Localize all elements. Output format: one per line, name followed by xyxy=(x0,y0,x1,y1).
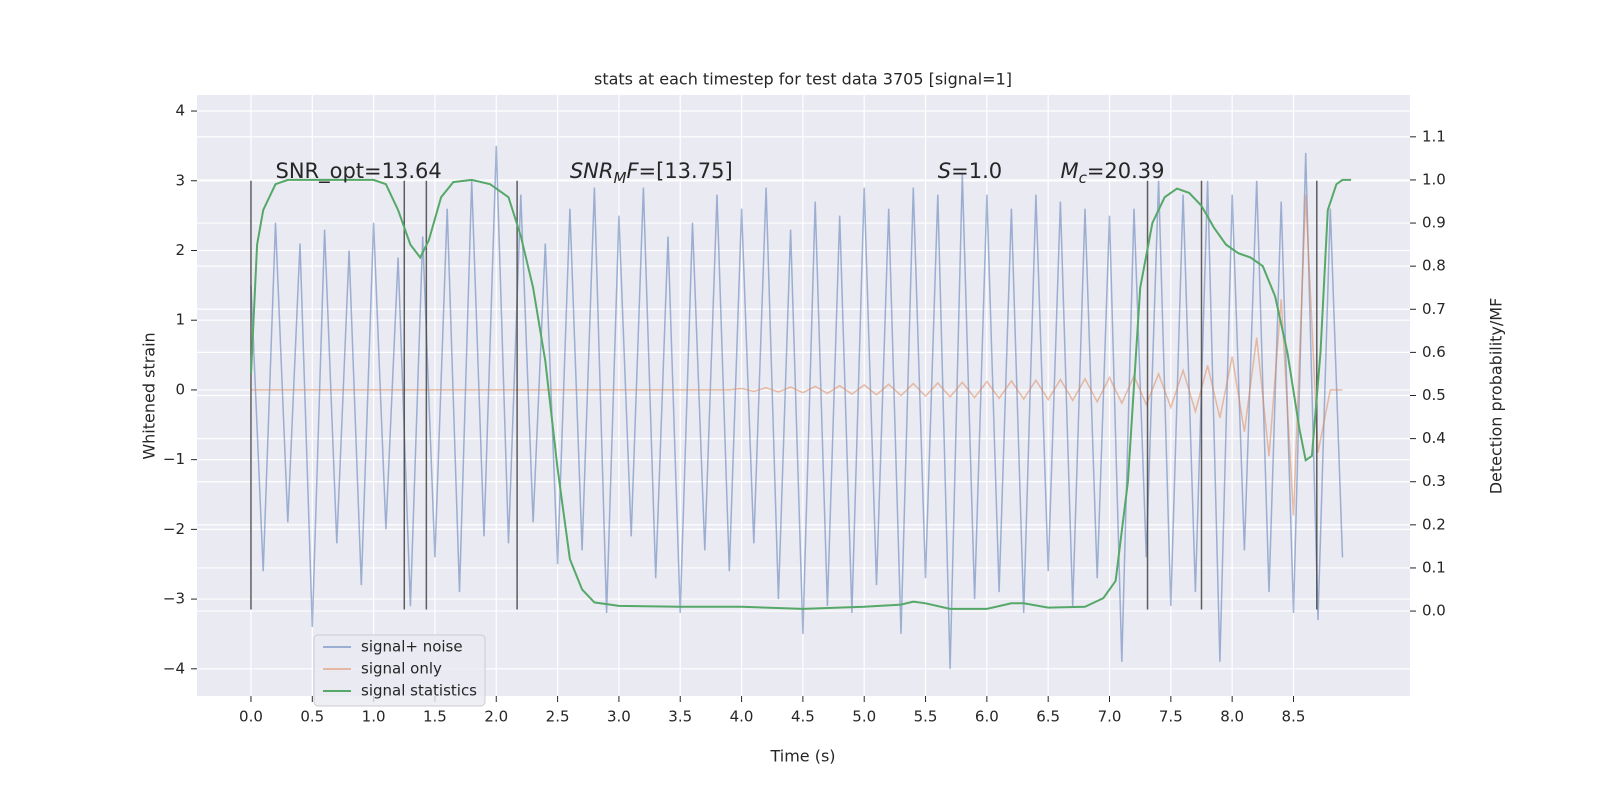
y-axis-label: Whitened strain xyxy=(140,332,159,459)
x-tick-label: 6.0 xyxy=(975,708,999,726)
series-line xyxy=(251,194,1343,516)
y2-tick-label: 1.0 xyxy=(1422,170,1446,188)
series-line xyxy=(250,178,1352,610)
x-tick-label: 3.0 xyxy=(607,708,631,726)
y2-tick-label: 0.2 xyxy=(1422,515,1446,533)
x-tick-label: 8.5 xyxy=(1282,708,1306,726)
y-tick-label: 1 xyxy=(175,311,185,329)
x-tick-label: 6.5 xyxy=(1036,708,1060,726)
y2-tick-label: 0.9 xyxy=(1422,214,1446,232)
y-tick-label: −1 xyxy=(163,450,185,468)
legend-label: signal only xyxy=(361,660,442,678)
x-tick-label: 3.5 xyxy=(668,708,692,726)
annotation-part: SNR_opt=13.64 xyxy=(275,159,441,184)
x-tick-label: 7.0 xyxy=(1098,708,1122,726)
x-tick-label: 2.5 xyxy=(546,708,570,726)
y-tick-label: 4 xyxy=(175,102,185,120)
y2-tick-label: 0.6 xyxy=(1422,343,1446,361)
annotation-part: =[13.75] xyxy=(639,159,733,183)
legend: signal+ noise signal only signal statistic… xyxy=(313,634,486,707)
annotation: S=1.0 xyxy=(938,159,1002,183)
y-tick-label: 0 xyxy=(175,380,185,398)
x-tick-label: 1.0 xyxy=(362,708,386,726)
annotation-part: =1.0 xyxy=(951,159,1002,183)
x-tick-label: 4.0 xyxy=(730,708,754,726)
annotation-part: M xyxy=(613,169,626,187)
y-tick-label: −2 xyxy=(163,520,185,538)
y-tick-label: −3 xyxy=(163,590,185,608)
series-line xyxy=(250,145,1344,669)
legend-box xyxy=(313,634,486,707)
y-tick-label: 3 xyxy=(175,171,185,189)
y2-tick-label: 0.0 xyxy=(1422,602,1446,620)
annotation-part: c xyxy=(1079,169,1088,187)
annotation: SNRMF=[13.75] xyxy=(570,159,733,187)
y-tick-label: 2 xyxy=(175,241,185,259)
x-axis-label: Time (s) xyxy=(769,747,835,766)
x-tick-label: 4.5 xyxy=(791,708,815,726)
x-tick-label: 0.0 xyxy=(239,708,263,726)
x-tick-label: 7.5 xyxy=(1159,708,1183,726)
y2-axis-label: Detection probability/MF xyxy=(1487,298,1506,495)
legend-label: signal+ noise xyxy=(361,638,463,656)
y2-tick-label: 0.7 xyxy=(1422,300,1446,318)
annotation-part: =20.39 xyxy=(1087,159,1165,183)
legend-label: signal statistics xyxy=(361,682,477,700)
x-tick-label: 8.0 xyxy=(1220,708,1244,726)
annotation: Mc=20.39 xyxy=(1060,159,1164,187)
x-tick-label: 1.5 xyxy=(423,708,447,726)
annotation-part: F xyxy=(626,159,639,183)
y2-tick-label: 1.1 xyxy=(1422,127,1446,145)
x-tick-label: 2.0 xyxy=(484,708,508,726)
x-tick-label: 5.5 xyxy=(914,708,938,726)
x-tick-label: 0.5 xyxy=(300,708,324,726)
y2-tick-label: 0.3 xyxy=(1422,472,1446,490)
annotation-part: S xyxy=(938,159,951,183)
chart-title: stats at each timestep for test data 370… xyxy=(594,70,1012,89)
annotation: SNR_opt=13.64 xyxy=(275,159,441,184)
y2-tick-label: 0.1 xyxy=(1422,558,1446,576)
y2-tick-label: 0.8 xyxy=(1422,257,1446,275)
y2-tick-label: 0.4 xyxy=(1422,429,1446,447)
y2-tick-label: 0.5 xyxy=(1422,386,1446,404)
annotation-part: SNR xyxy=(570,159,614,183)
annotation-part: M xyxy=(1060,159,1078,183)
x-tick-label: 5.0 xyxy=(852,708,876,726)
y-tick-label: −4 xyxy=(163,659,185,677)
